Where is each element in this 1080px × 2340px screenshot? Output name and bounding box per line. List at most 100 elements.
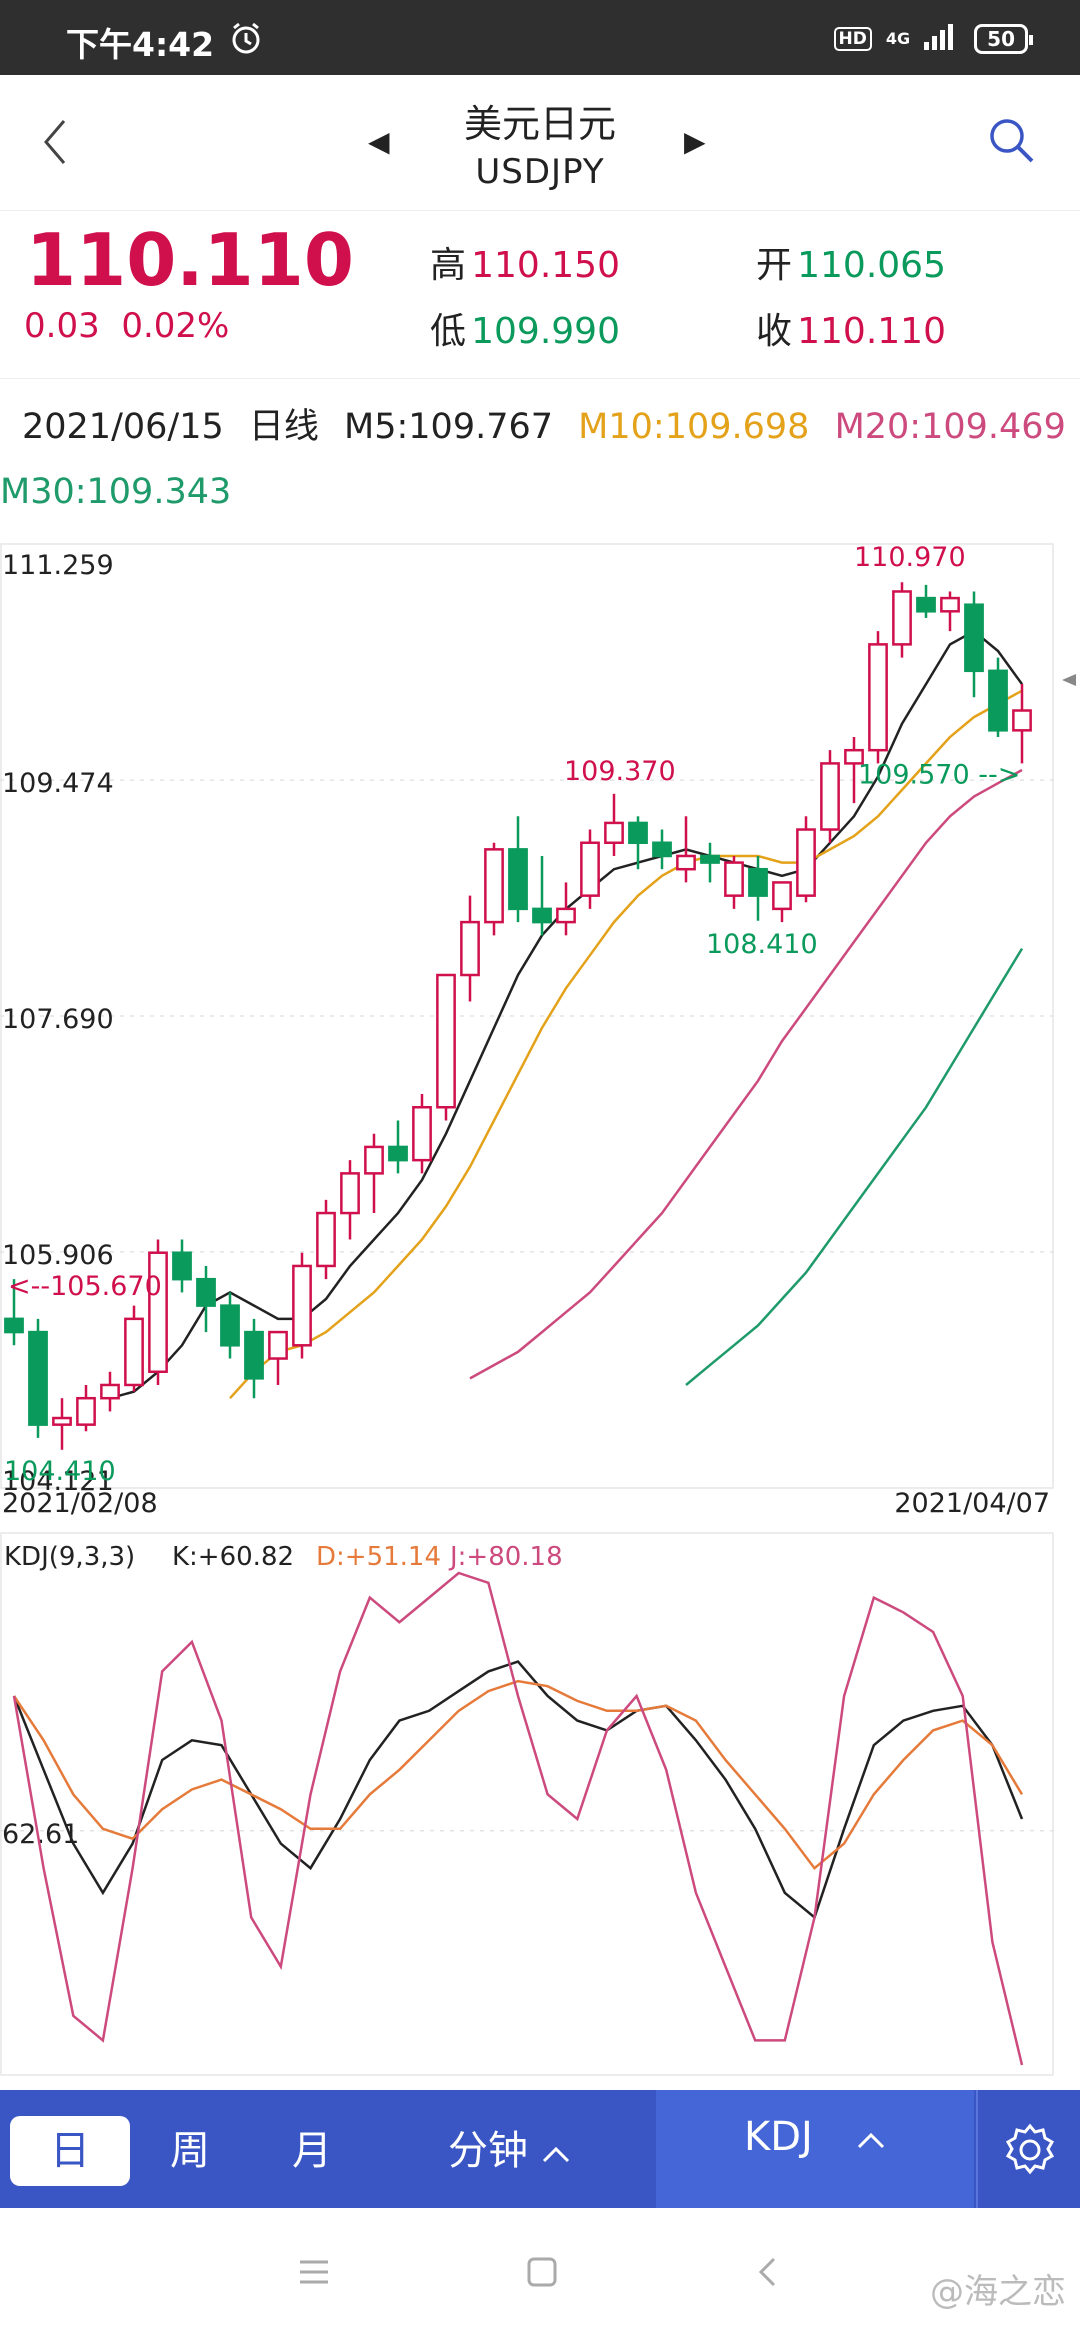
candle-body — [1012, 709, 1032, 732]
close-value: 110.110 — [797, 311, 946, 352]
candle-body — [484, 848, 504, 924]
candle-body — [316, 1211, 336, 1268]
candle-body — [532, 907, 552, 924]
kdj-line-j — [12, 1571, 1024, 2066]
status-bar: 下午4:42 HD 4G 50 — [0, 0, 1080, 75]
candle-body — [268, 1330, 288, 1360]
tab-week[interactable]: 周 — [170, 2128, 210, 2174]
candle — [844, 736, 864, 804]
menu-icon[interactable] — [298, 2258, 330, 2290]
candle — [724, 855, 744, 909]
triangle-right-icon[interactable]: ▶ — [684, 125, 706, 158]
candle — [124, 1305, 144, 1392]
candle-body — [892, 590, 912, 646]
kdj-line-d — [12, 1679, 1024, 1870]
candle-body — [340, 1172, 360, 1215]
close-label: 收 — [756, 311, 793, 352]
price-marker-icon — [1062, 674, 1076, 686]
alarm-icon — [228, 20, 264, 60]
candle-body — [388, 1145, 408, 1162]
home-icon[interactable] — [526, 2256, 558, 2292]
kdj-j-label: J:+80.18 — [448, 1542, 563, 1572]
open-label: 开 — [756, 245, 793, 286]
tab-minute-label: 分钟 — [448, 2128, 528, 2174]
candle — [148, 1239, 168, 1385]
app-header: ◀ 美元日元 USDJPY ▶ — [0, 75, 1080, 211]
system-nav-bar: @海之恋 — [0, 2208, 1080, 2340]
candle — [100, 1371, 120, 1412]
change-value: 0.03 — [24, 306, 100, 346]
kdj-d-label: D:+51.14 — [316, 1542, 441, 1572]
divider — [0, 378, 1080, 379]
candle — [940, 591, 960, 632]
annotation-mid-low: 108.410 — [706, 929, 818, 960]
triangle-left-icon[interactable]: ◀ — [368, 125, 390, 158]
chevron-left-icon[interactable] — [40, 117, 70, 171]
price-change: 0.03 0.02% — [24, 306, 229, 346]
candle-body — [628, 821, 648, 845]
low-value: 109.990 — [471, 311, 620, 352]
candle-body — [580, 841, 600, 897]
high-field: 高 110.150 — [430, 236, 620, 288]
candle-body — [988, 669, 1008, 732]
ma-m30: M30:109.343 — [0, 472, 232, 512]
low-label: 低 — [430, 311, 467, 352]
candle — [508, 816, 528, 923]
ma-line-m20 — [469, 768, 1023, 1380]
open-field: 开 110.065 — [756, 236, 946, 288]
candle-body — [436, 973, 456, 1109]
annotation-high: 110.970 — [854, 542, 966, 573]
high-label: 高 — [430, 245, 467, 286]
candle — [796, 816, 816, 903]
status-time: 下午4:42 — [66, 25, 215, 64]
candle — [1012, 684, 1032, 764]
settings-button[interactable] — [976, 2090, 1080, 2208]
candle — [580, 829, 600, 909]
last-price: 110.110 — [26, 218, 354, 302]
candle — [220, 1292, 240, 1359]
candlestick-chart[interactable]: 111.259 109.474 107.690 105.906 104.121 110.9… — [0, 520, 1080, 1520]
candle — [556, 882, 576, 936]
candle — [916, 584, 936, 618]
candle-body — [292, 1264, 312, 1347]
candle-body — [868, 643, 888, 752]
candle — [652, 829, 672, 870]
title-en: USDJPY — [475, 152, 605, 192]
candle — [868, 631, 888, 764]
period-tab-bar: 日 周 月 分钟 KDJ — [0, 2090, 1080, 2208]
candle-body — [148, 1251, 168, 1374]
search-icon[interactable] — [986, 115, 1038, 171]
gear-icon — [1002, 2122, 1058, 2182]
back-nav-icon[interactable] — [756, 2256, 778, 2292]
candle — [244, 1318, 264, 1399]
candle-body — [364, 1145, 384, 1175]
symbol-title: 美元日元 USDJPY — [340, 93, 740, 192]
candle — [316, 1199, 336, 1280]
x-end-label: 2021/04/07 — [894, 1488, 1050, 1519]
candle — [988, 657, 1008, 737]
candle — [292, 1252, 312, 1359]
candle-body — [460, 920, 480, 977]
y-tick-label: 104.121 — [2, 1466, 114, 1497]
candle — [268, 1330, 288, 1385]
indicator-selector[interactable]: KDJ — [656, 2090, 974, 2208]
candle-body — [916, 596, 936, 613]
net-label: 4G — [885, 29, 911, 48]
title-cn: 美元日元 — [463, 102, 616, 146]
candle-body — [100, 1383, 120, 1400]
tab-month[interactable]: 月 — [292, 2128, 332, 2174]
ma-line-m10 — [229, 689, 1023, 1400]
candle-body — [652, 841, 672, 858]
ma-date: 2021/06/15 — [22, 407, 224, 447]
change-pct: 0.02% — [121, 306, 230, 346]
tab-minute[interactable]: 分钟 — [448, 2116, 571, 2186]
candle — [460, 895, 480, 1002]
candle-body — [196, 1277, 216, 1307]
candle-body — [820, 762, 840, 831]
kdj-line-k — [12, 1660, 1024, 1920]
tab-day[interactable]: 日 — [10, 2116, 130, 2186]
candle-body — [244, 1330, 264, 1380]
candle-body — [412, 1106, 432, 1162]
candle-body — [76, 1396, 96, 1426]
